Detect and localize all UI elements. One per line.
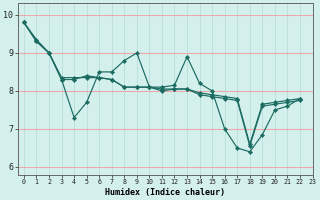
X-axis label: Humidex (Indice chaleur): Humidex (Indice chaleur)	[105, 188, 225, 197]
